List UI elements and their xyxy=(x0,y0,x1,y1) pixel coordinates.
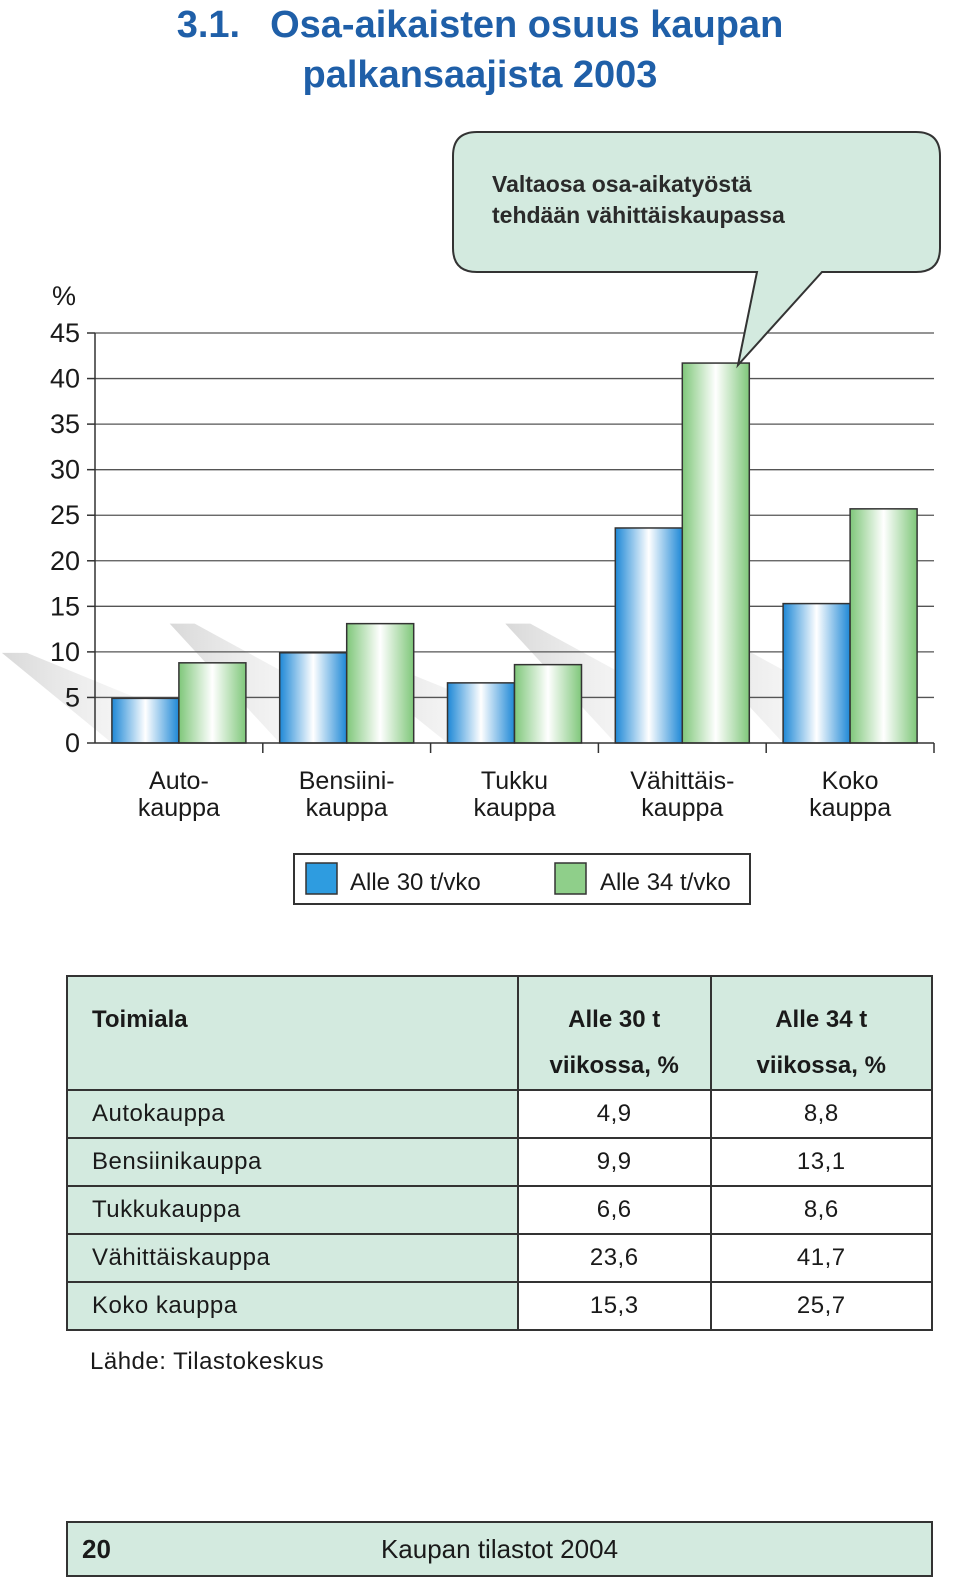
x-category-label: Bensiini- xyxy=(299,767,395,795)
publication-name: Kaupan tilastot 2004 xyxy=(380,1534,619,1564)
bar-series-1 xyxy=(111,697,180,744)
page-title: 3.1. Osa-aikaisten osuus kaupan palkansaa… xyxy=(0,0,960,100)
row-value-alle-34: 41,7 xyxy=(709,1233,933,1283)
callout-line-2: tehdään vähittäiskaupassa xyxy=(492,202,785,228)
table-row: Tukkukauppa 6,6 8,6 xyxy=(66,1185,933,1235)
bar-series-2 xyxy=(681,362,751,744)
row-value-alle-30: 9,9 xyxy=(516,1137,712,1187)
table-header-row: Toimiala Alle 30 t viikossa, % Alle 34 t v… xyxy=(66,975,933,1091)
x-category-label: Tukku xyxy=(481,767,548,795)
y-tick-label: 10 xyxy=(50,637,80,667)
bar-series-2 xyxy=(849,508,918,744)
callout-line-1: Valtaosa osa-aikatyöstä xyxy=(492,171,752,197)
legend-swatch-series-2 xyxy=(554,862,587,895)
header-alle-34-line-2: viikossa, % xyxy=(756,1052,886,1079)
row-value-alle-34: 13,1 xyxy=(709,1137,933,1187)
x-category-label: kauppa xyxy=(809,794,891,822)
x-category-label: Auto- xyxy=(149,767,209,795)
header-alle-34-line-1: Alle 34 t xyxy=(775,1006,868,1033)
row-name: Autokauppa xyxy=(66,1089,519,1139)
table-row: Autokauppa 4,9 8,8 xyxy=(66,1089,933,1139)
callout: Valtaosa osa-aikatyöstä tehdään vähittäi… xyxy=(452,131,941,369)
row-value-alle-30: 23,6 xyxy=(516,1233,712,1283)
bar-series-2 xyxy=(345,622,415,744)
axes: 051015202530354045Auto-kauppaBensiini-ka… xyxy=(50,318,935,822)
x-category-label: kauppa xyxy=(641,794,723,822)
y-tick-label: 0 xyxy=(65,728,80,758)
row-value-alle-30: 15,3 xyxy=(516,1281,712,1331)
x-category-label: Koko xyxy=(822,767,879,795)
y-tick-label: 5 xyxy=(65,682,80,712)
y-axis-label: % xyxy=(52,281,76,311)
row-value-alle-30: 4,9 xyxy=(516,1089,712,1139)
table-row: Koko kauppa 15,3 25,7 xyxy=(66,1281,933,1331)
row-value-alle-30: 6,6 xyxy=(516,1185,712,1235)
bar-chart: 051015202530354045Auto-kauppaBensiini-ka… xyxy=(1,131,941,905)
page-number: 20 xyxy=(82,1534,111,1564)
row-name: Bensiinikauppa xyxy=(66,1137,519,1187)
bar-series-1 xyxy=(278,652,348,744)
bar-series-2 xyxy=(178,662,247,744)
table-row: Bensiinikauppa 9,9 13,1 xyxy=(66,1137,933,1187)
page-footer: 20 Kaupan tilastot 2004 xyxy=(66,1521,933,1577)
y-tick-label: 45 xyxy=(50,318,80,348)
title-line-2: palkansaajista 2003 xyxy=(302,54,658,96)
legend: Alle 30 t/vko Alle 34 t/vko xyxy=(293,853,751,905)
legend-box xyxy=(293,853,751,905)
x-category-label: kauppa xyxy=(473,794,555,822)
title-line-1: 3.1. Osa-aikaisten osuus kaupan xyxy=(0,0,960,50)
x-category-label: Vähittäis- xyxy=(630,767,734,795)
row-value-alle-34: 8,6 xyxy=(709,1185,933,1235)
y-tick-label: 20 xyxy=(50,546,80,576)
row-name: Vähittäiskauppa xyxy=(66,1233,519,1283)
header-toimiala: Toimiala xyxy=(66,975,519,1091)
title-text: Osa-aikaisten osuus kaupan xyxy=(270,4,784,46)
row-name: Koko kauppa xyxy=(66,1281,519,1331)
x-category-label: kauppa xyxy=(306,794,388,822)
bar-series-1 xyxy=(446,682,516,744)
legend-label-series-1: Alle 30 t/vko xyxy=(350,869,481,896)
bar-series-2 xyxy=(513,663,583,744)
y-tick-label: 15 xyxy=(50,591,80,621)
bar-series-1 xyxy=(614,527,684,744)
header-alle-34: Alle 34 t viikossa, % xyxy=(709,975,933,1091)
row-value-alle-34: 8,8 xyxy=(709,1089,933,1139)
y-tick-label: 35 xyxy=(50,409,80,439)
source-note: Lähde: Tilastokeskus xyxy=(90,1348,325,1375)
header-alle-30: Alle 30 t viikossa, % xyxy=(516,975,712,1091)
y-tick-label: 30 xyxy=(50,455,80,485)
row-value-alle-34: 25,7 xyxy=(709,1281,933,1331)
x-category-label: kauppa xyxy=(138,794,220,822)
table-row: Vähittäiskauppa 23,6 41,7 xyxy=(66,1233,933,1283)
title-number: 3.1. xyxy=(176,4,241,46)
bars xyxy=(111,362,918,744)
legend-swatch-series-1 xyxy=(305,862,338,895)
y-tick-label: 40 xyxy=(50,364,80,394)
header-toimiala-text: Toimiala xyxy=(92,1006,188,1033)
header-alle-30-line-2: viikossa, % xyxy=(549,1052,679,1079)
bar-series-1 xyxy=(782,602,851,744)
y-tick-label: 25 xyxy=(50,500,80,530)
row-name: Tukkukauppa xyxy=(66,1185,519,1235)
callout-bubble xyxy=(452,131,941,369)
data-table: Toimiala Alle 30 t viikossa, % Alle 34 t v… xyxy=(66,975,933,1331)
header-alle-30-line-1: Alle 30 t xyxy=(568,1006,661,1033)
legend-label-series-2: Alle 34 t/vko xyxy=(600,869,731,896)
